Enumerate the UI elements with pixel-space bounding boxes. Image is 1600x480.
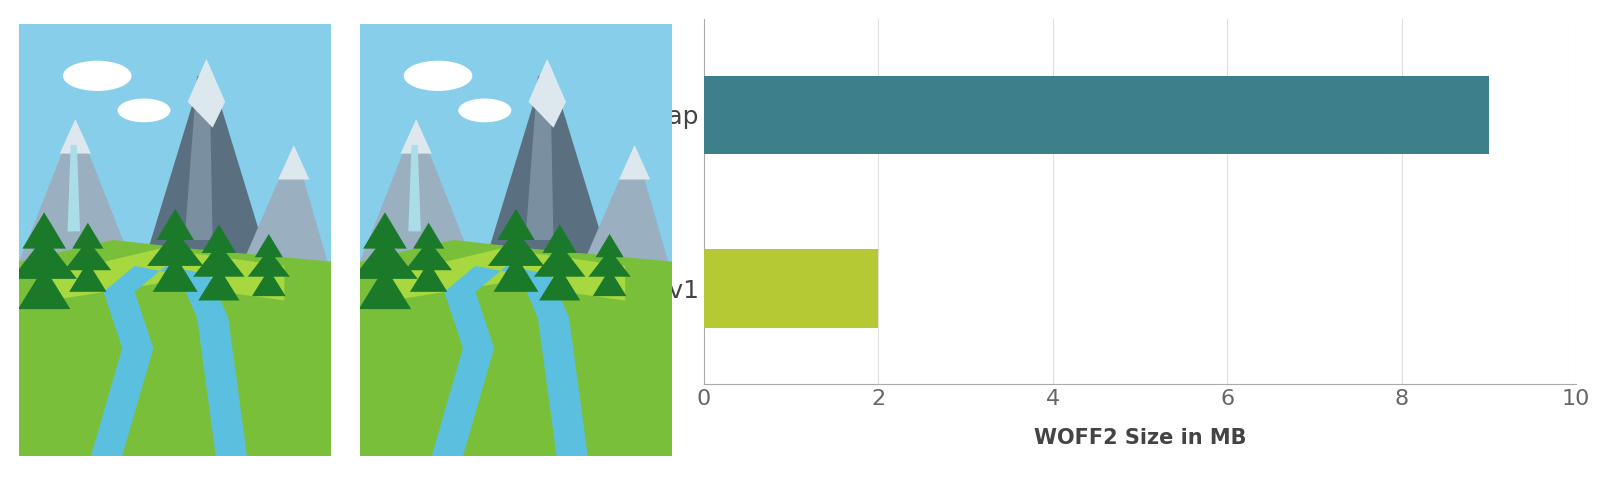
Polygon shape bbox=[194, 243, 245, 276]
Polygon shape bbox=[358, 267, 411, 309]
Polygon shape bbox=[432, 266, 587, 456]
Ellipse shape bbox=[458, 98, 512, 122]
Polygon shape bbox=[22, 212, 66, 249]
Polygon shape bbox=[238, 145, 331, 275]
Polygon shape bbox=[278, 145, 309, 180]
Ellipse shape bbox=[403, 60, 472, 91]
Polygon shape bbox=[408, 145, 421, 231]
Polygon shape bbox=[198, 267, 240, 300]
Polygon shape bbox=[157, 209, 194, 240]
Polygon shape bbox=[534, 243, 586, 276]
Polygon shape bbox=[592, 269, 627, 296]
Polygon shape bbox=[579, 145, 672, 275]
Polygon shape bbox=[18, 267, 70, 309]
Polygon shape bbox=[360, 240, 672, 456]
Polygon shape bbox=[67, 145, 80, 231]
Polygon shape bbox=[11, 237, 77, 279]
Polygon shape bbox=[19, 119, 131, 262]
Polygon shape bbox=[493, 255, 539, 292]
Polygon shape bbox=[619, 145, 650, 180]
Polygon shape bbox=[542, 225, 578, 253]
Polygon shape bbox=[413, 223, 445, 249]
Polygon shape bbox=[138, 59, 275, 283]
Polygon shape bbox=[147, 229, 203, 266]
Polygon shape bbox=[69, 262, 107, 292]
Polygon shape bbox=[360, 119, 472, 262]
Polygon shape bbox=[595, 234, 624, 257]
Ellipse shape bbox=[117, 98, 171, 122]
Polygon shape bbox=[410, 262, 448, 292]
Polygon shape bbox=[528, 59, 566, 128]
Bar bbox=[704, 250, 878, 327]
Polygon shape bbox=[59, 119, 91, 154]
X-axis label: WOFF2 Size in MB: WOFF2 Size in MB bbox=[1034, 428, 1246, 448]
FancyBboxPatch shape bbox=[0, 0, 354, 480]
Polygon shape bbox=[187, 59, 226, 128]
Polygon shape bbox=[589, 250, 630, 276]
Polygon shape bbox=[539, 267, 581, 300]
Polygon shape bbox=[91, 266, 246, 456]
Polygon shape bbox=[72, 223, 104, 249]
Polygon shape bbox=[251, 269, 286, 296]
Polygon shape bbox=[184, 76, 213, 240]
Polygon shape bbox=[390, 249, 626, 300]
Polygon shape bbox=[478, 59, 616, 283]
Polygon shape bbox=[400, 119, 432, 154]
FancyBboxPatch shape bbox=[338, 0, 694, 480]
Polygon shape bbox=[254, 234, 283, 257]
Polygon shape bbox=[488, 229, 544, 266]
Bar bbox=[704, 76, 1488, 154]
Polygon shape bbox=[498, 209, 534, 240]
Polygon shape bbox=[248, 250, 290, 276]
Polygon shape bbox=[363, 212, 406, 249]
Polygon shape bbox=[525, 76, 554, 240]
Polygon shape bbox=[51, 249, 285, 300]
Polygon shape bbox=[152, 255, 198, 292]
Ellipse shape bbox=[62, 60, 131, 91]
Polygon shape bbox=[19, 240, 331, 456]
Polygon shape bbox=[352, 237, 418, 279]
Polygon shape bbox=[64, 240, 112, 270]
Polygon shape bbox=[405, 240, 453, 270]
Polygon shape bbox=[202, 225, 237, 253]
